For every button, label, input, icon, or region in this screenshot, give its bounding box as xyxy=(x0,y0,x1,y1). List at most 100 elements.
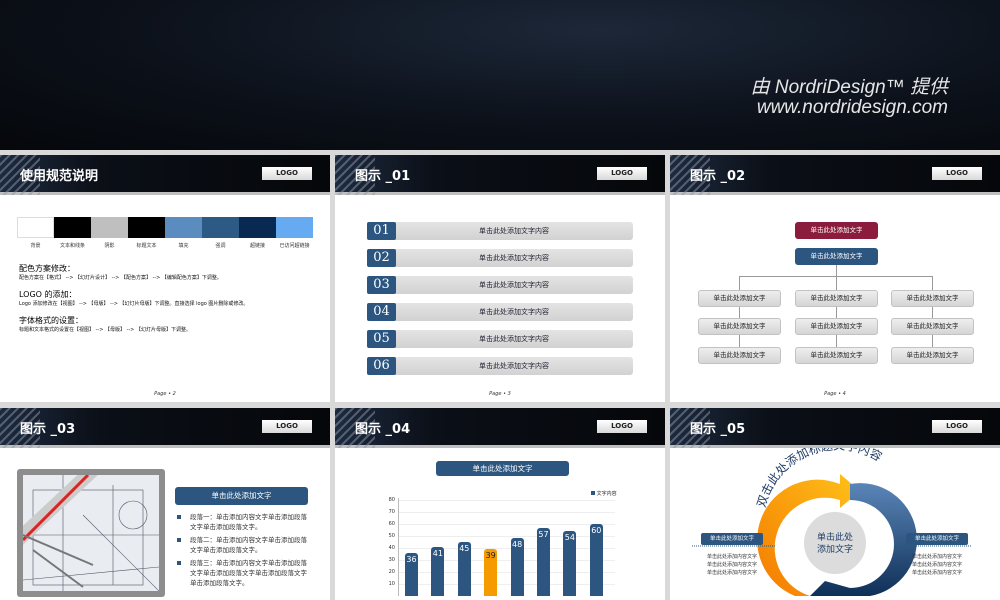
swatch-label: 背景 xyxy=(30,243,41,249)
slide-header: 图示 _03 LOGO xyxy=(0,408,330,448)
y-tick-label: 10 xyxy=(388,581,395,587)
bar: 48 xyxy=(510,538,524,596)
logo-placeholder: LOGO xyxy=(597,420,647,433)
y-tick-label: 50 xyxy=(388,533,395,539)
grid-line xyxy=(399,584,615,585)
section-heading: LOGO 的添加： xyxy=(19,290,77,299)
slide-header: 使用规范说明 LOGO xyxy=(0,155,330,195)
slide-header: 图示 _01 LOGO xyxy=(335,155,665,195)
swatch-label: 填充 xyxy=(178,243,189,249)
list-item-bar[interactable]: 单击此处添加文字内容 xyxy=(395,330,633,348)
logo-placeholder: LOGO xyxy=(932,420,982,433)
blueprint-image-frame xyxy=(17,469,165,597)
chart-legend: 文字内容 xyxy=(591,490,617,497)
org-box: 单击此处添加文字 xyxy=(698,347,781,364)
list-item-bar[interactable]: 单击此处添加文字内容 xyxy=(395,276,633,294)
bullet-text: 段落三：单击添加内容文字单击添加段落文字单击添加段落文字单击添加段落文字单击添加… xyxy=(190,559,307,587)
y-tick-label: 20 xyxy=(388,569,395,575)
left-label: 单击此处添加文字 xyxy=(701,533,763,545)
right-label: 单击此处添加文字 xyxy=(906,533,968,545)
list-item-bar[interactable]: 单击此处添加文字内容 xyxy=(395,357,633,375)
bar: 45 xyxy=(457,542,471,596)
org-box: 单击此处添加文字 xyxy=(795,318,878,335)
list-item-number: 03 xyxy=(367,276,396,294)
grid-line xyxy=(399,524,615,525)
bullet-icon xyxy=(177,515,181,519)
side-text: 单击此处添加内容文字 xyxy=(911,562,962,568)
slide-title: 图示 _02 xyxy=(690,169,746,184)
section-heading: 配色方案修改： xyxy=(19,264,75,273)
org-box: 单击此处添加文字 xyxy=(891,290,974,307)
bar: 36 xyxy=(405,552,418,596)
color-swatch xyxy=(239,217,276,238)
section-heading: 字体格式的设置： xyxy=(19,316,83,325)
swatch-label: 已访问超链接 xyxy=(279,243,310,249)
list-item-bar[interactable]: 单击此处添加文字内容 xyxy=(395,249,633,267)
credit-line: 由 NordriDesign™ 提供 xyxy=(750,77,948,98)
slide-title: 图示 _03 xyxy=(20,422,76,437)
list-item-bar[interactable]: 单击此处添加文字内容 xyxy=(395,222,633,240)
slide-header: 图示 _05 LOGO xyxy=(670,408,1000,448)
section-text: Logo 添加修改在【视图】 --> 【母版】 --> 【幻灯片母版】下调整。直… xyxy=(19,301,249,307)
slide-title: 图示 _05 xyxy=(690,422,746,437)
page-number: Page • 4 xyxy=(824,391,846,397)
grid-line xyxy=(399,572,615,573)
center-text: 单击此处 xyxy=(817,531,853,543)
color-swatch xyxy=(276,217,313,238)
blueprint-image xyxy=(23,475,159,591)
connector-line xyxy=(739,276,740,348)
list-item-number: 04 xyxy=(367,303,396,321)
blue-arrow xyxy=(810,483,917,596)
org-box: 单击此处添加文字 xyxy=(891,318,974,335)
list-item-number: 01 xyxy=(367,222,396,240)
y-tick-label: 40 xyxy=(388,545,395,551)
swatch-label: 文本和线条 xyxy=(59,243,85,249)
side-text: 单击此处添加内容文字 xyxy=(911,570,962,576)
swatch-label: 阴影 xyxy=(104,243,115,249)
grid-line xyxy=(399,536,615,537)
legend-label: 文字内容 xyxy=(596,491,617,497)
connector-line xyxy=(932,276,933,348)
org-box: 单击此处添加文字 xyxy=(698,318,781,335)
slide-thumbnail-3[interactable]: 图示 _01 LOGO 单击此处添加文字内容 01 单击此处添加文字内容 02 单击此处添… xyxy=(335,155,665,402)
side-text: 单击此处添加内容文字 xyxy=(911,554,962,560)
grid-line xyxy=(399,512,615,513)
credit-url[interactable]: www.nordridesign.com xyxy=(756,97,948,118)
org-box: 单击此处添加文字 xyxy=(891,347,974,364)
center-circle xyxy=(802,510,868,576)
slide-thumbnail-4[interactable]: 图示 _02 LOGO 单击此处添加文字 单击此处添加文字 单击此处添加文字 单击此… xyxy=(670,155,1000,402)
logo-placeholder: LOGO xyxy=(262,167,312,180)
color-swatch xyxy=(54,217,91,238)
y-tick-label: 70 xyxy=(388,509,395,515)
slide-thumbnail-2[interactable]: 使用规范说明 LOGO 背景 文本和线条 阴影 标题文本 填充 强调 超链接 已访问超链接 配色… xyxy=(0,155,330,402)
org-box: 单击此处添加文字 xyxy=(795,347,878,364)
list-item-bar[interactable]: 单击此处添加文字内容 xyxy=(395,303,633,321)
list-item-number: 05 xyxy=(367,330,396,348)
slide-title: 使用规范说明 xyxy=(20,169,99,184)
slide-thumbnail-6[interactable]: 图示 _04 LOGO 单击此处添加文字 文字内容 10 20 30 40 50 60 70 8… xyxy=(335,408,665,600)
side-text: 单击此处添加内容文字 xyxy=(706,570,757,576)
slide-thumbnail-5[interactable]: 图示 _03 LOGO 单击此处添加文字 段落一：单击添加内容文字单击添加段落文字… xyxy=(0,408,330,600)
section-text: 标题和文本格式的设置在【视图】 --> 【母版】 --> 【幻灯片母版】下调整。 xyxy=(19,327,191,333)
side-text: 单击此处添加内容文字 xyxy=(706,554,757,560)
y-tick-label: 80 xyxy=(388,497,395,503)
bullet-icon xyxy=(177,538,181,542)
cycle-diagram: 双击此处添加标题文字内容 单击此处 添加文字 xyxy=(692,448,972,596)
slide-thumbnail-7[interactable]: 图示 _05 LOGO 双击此处添加标题文字内容 单击此处 添加文字 单击此处添加… xyxy=(670,408,1000,600)
logo-placeholder: LOGO xyxy=(932,167,982,180)
section-text: 配色方案在【格式】 --> 【幻灯片设计】 --> 【配色方案】 --> 【编辑… xyxy=(19,275,222,281)
swatch-label: 强调 xyxy=(215,243,226,249)
list-item-number: 02 xyxy=(367,249,396,267)
content-heading: 单击此处添加文字 xyxy=(175,487,308,505)
page-number: Page • 2 xyxy=(154,391,176,397)
grid-line xyxy=(399,548,615,549)
color-swatch xyxy=(128,217,165,238)
bullet-text: 段落一：单击添加内容文字单击添加段落文字单击添加段落文字。 xyxy=(190,513,307,531)
org-box: 单击此处添加文字 xyxy=(795,290,878,307)
org-box: 单击此处添加文字 xyxy=(698,290,781,307)
y-tick-label: 60 xyxy=(388,521,395,527)
top-banner: 由 NordriDesign™ 提供 www.nordridesign.com xyxy=(0,0,1000,150)
chart-heading: 单击此处添加文字 xyxy=(436,461,569,476)
logo-placeholder: LOGO xyxy=(262,420,312,433)
grid-line xyxy=(399,500,615,501)
